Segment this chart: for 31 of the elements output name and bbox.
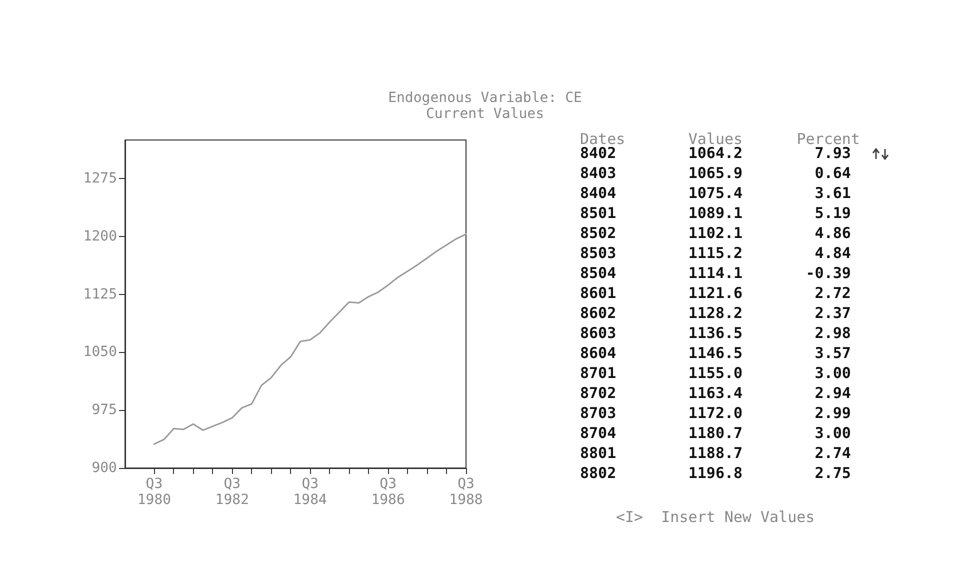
text: 8703 1172.0 2.99 xyxy=(580,404,851,424)
text: 8704 1180.7 3.00 xyxy=(580,424,851,444)
text: 8501 1089.1 5.19 xyxy=(580,204,851,224)
text: 8404 1075.4 3.61 xyxy=(580,184,851,204)
chart-subtitle: Current Values xyxy=(426,106,544,122)
text: 8701 1155.0 3.00 xyxy=(580,364,851,384)
text: 8601 1121.6 2.72 xyxy=(580,284,851,304)
y-tick-label: 900 xyxy=(92,460,117,476)
text: 8403 1065.9 0.64 xyxy=(580,164,851,184)
y-tick-label: 1200 xyxy=(83,228,117,244)
chart-title: Endogenous Variable: CE xyxy=(388,90,582,106)
x-tick-label: Q3 1982 xyxy=(215,476,250,508)
text: 8604 1146.5 3.57 xyxy=(580,344,851,364)
text: 8504 1114.1 -0.39 xyxy=(580,264,851,284)
text: 8802 1196.8 2.75 xyxy=(580,464,851,484)
text: 8702 1163.4 2.94 xyxy=(580,384,851,404)
text: 8502 1102.1 4.86 xyxy=(580,224,851,244)
y-tick-label: 1050 xyxy=(83,344,117,360)
x-tick-label: Q3 1988 xyxy=(449,476,483,508)
text: <I> Insert New Values xyxy=(616,508,815,528)
text: 8602 1128.2 2.37 xyxy=(580,304,851,324)
y-tick-label: 975 xyxy=(92,402,117,418)
y-tick-label: 1125 xyxy=(83,286,117,302)
y-tick-label: 1275 xyxy=(83,170,117,187)
line-series xyxy=(153,233,467,445)
x-tick-label: Q3 1986 xyxy=(371,476,405,508)
text: 8503 1115.2 4.84 xyxy=(580,244,851,264)
x-tick-label: Q3 1980 xyxy=(137,476,172,508)
text: 8603 1136.5 2.98 xyxy=(580,324,851,344)
text: 8801 1188.7 2.74 xyxy=(580,444,851,464)
x-tick-label: Q3 1984 xyxy=(293,476,327,508)
